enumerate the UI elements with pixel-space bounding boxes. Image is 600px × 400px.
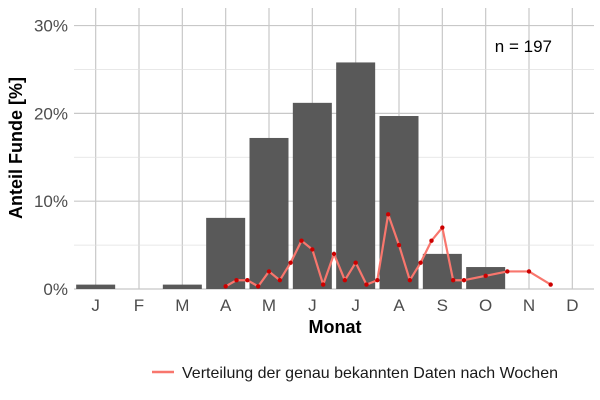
series-point bbox=[526, 269, 532, 274]
bar bbox=[292, 102, 332, 290]
series-point bbox=[342, 278, 348, 283]
y-axis-title: Anteil Funde [%] bbox=[6, 77, 26, 219]
legend: Verteilung der genau bekannten Daten nac… bbox=[152, 365, 558, 382]
x-tick-label: J bbox=[308, 296, 317, 315]
series-point bbox=[234, 278, 239, 283]
bar bbox=[76, 284, 116, 289]
series-point bbox=[299, 238, 304, 243]
y-tick-label: 20% bbox=[34, 104, 68, 123]
y-tick-label: 10% bbox=[34, 192, 68, 211]
series-point bbox=[407, 278, 413, 283]
series-point bbox=[353, 260, 358, 265]
series-point bbox=[461, 278, 467, 283]
series-point bbox=[364, 282, 369, 287]
series-point bbox=[320, 282, 326, 287]
bar bbox=[422, 253, 462, 289]
x-tick-label: N bbox=[523, 296, 535, 315]
axes: 0% 10% 20% 30% J F M A M J J A S O N D bbox=[34, 17, 579, 315]
x-axis-title: Monat bbox=[309, 317, 362, 337]
sample-size-annotation: n = 197 bbox=[495, 37, 552, 56]
x-tick-label: J bbox=[91, 296, 100, 315]
series-point bbox=[440, 225, 445, 230]
weekly-line-series bbox=[223, 212, 553, 289]
bar bbox=[336, 62, 376, 289]
series-point bbox=[331, 251, 337, 257]
bar-series bbox=[76, 62, 506, 290]
x-tick-label: F bbox=[134, 296, 144, 315]
series-point bbox=[277, 278, 283, 283]
x-tick-label: A bbox=[220, 296, 232, 315]
y-tick-label: 0% bbox=[43, 280, 68, 299]
series-point bbox=[385, 212, 391, 217]
bar bbox=[379, 116, 419, 290]
bar bbox=[249, 137, 289, 289]
x-tick-label: O bbox=[479, 296, 492, 315]
x-tick-label: J bbox=[351, 296, 360, 315]
x-tick-label: S bbox=[437, 296, 448, 315]
series-point bbox=[255, 284, 261, 289]
series-point bbox=[266, 269, 272, 274]
x-tick-label: D bbox=[566, 296, 578, 315]
series-point bbox=[375, 278, 380, 283]
x-tick-label: M bbox=[262, 296, 276, 315]
series-point bbox=[548, 282, 553, 287]
x-tick-label: M bbox=[175, 296, 189, 315]
legend-label: Verteilung der genau bekannten Daten nac… bbox=[182, 365, 558, 382]
series-point bbox=[310, 247, 315, 252]
grid-lines bbox=[74, 8, 594, 290]
y-tick-label: 30% bbox=[34, 17, 68, 36]
series-point bbox=[483, 273, 488, 279]
series-point bbox=[418, 260, 423, 265]
series-point bbox=[505, 269, 510, 274]
series-point bbox=[223, 284, 228, 289]
series-point bbox=[429, 238, 434, 243]
x-tick-label: A bbox=[393, 296, 405, 315]
bar bbox=[206, 217, 246, 289]
series-point bbox=[450, 278, 456, 283]
series-point bbox=[245, 278, 250, 283]
series-point bbox=[396, 242, 402, 248]
series-point bbox=[288, 260, 293, 265]
bar bbox=[162, 284, 202, 289]
